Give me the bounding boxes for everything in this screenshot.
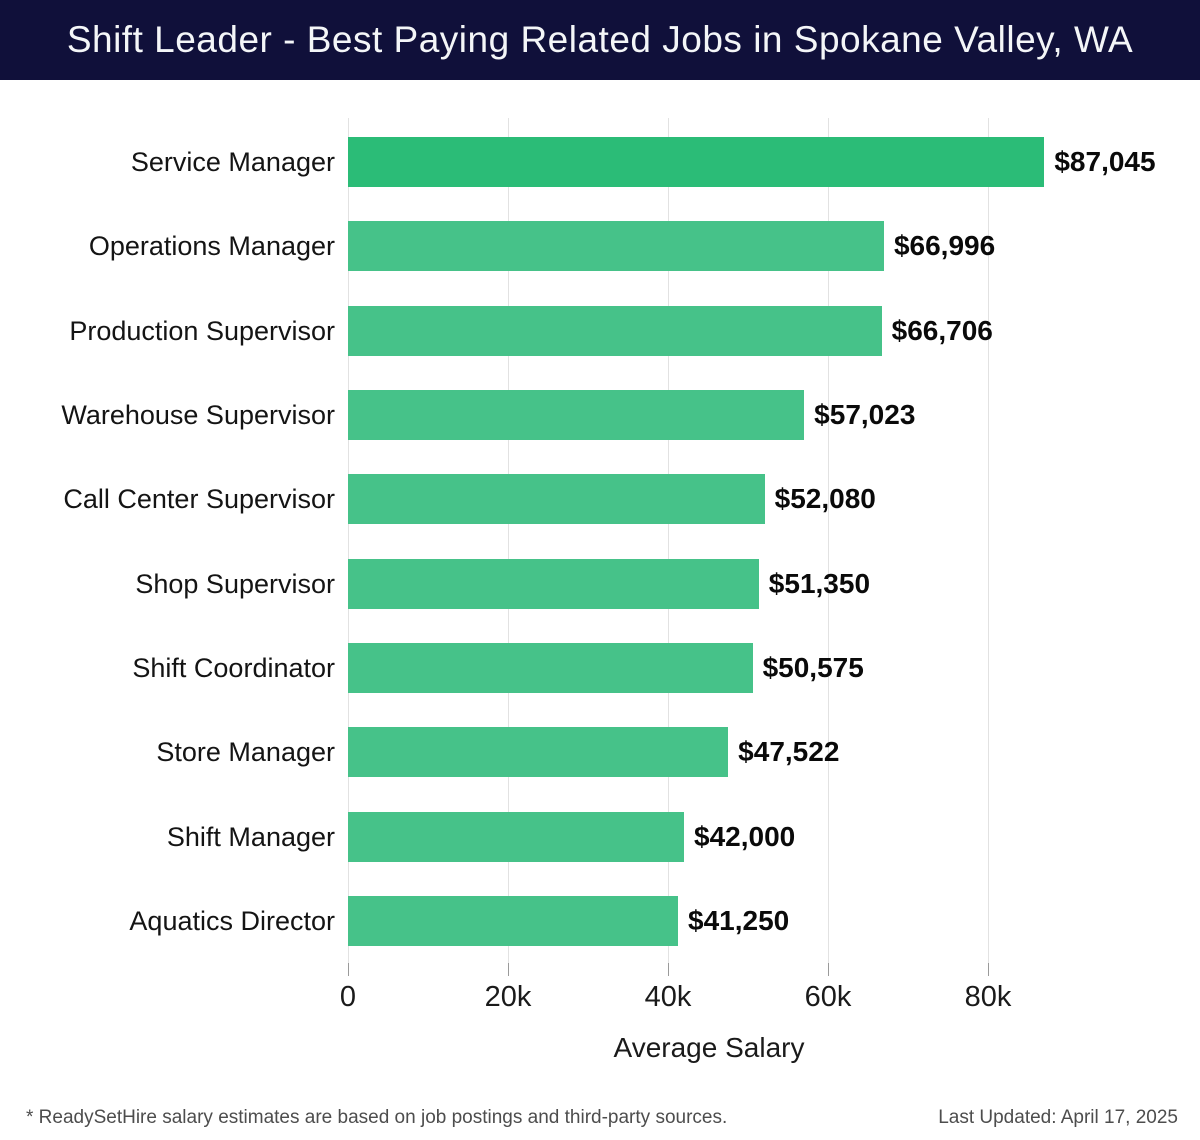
axis-tick: [348, 963, 349, 976]
axis-tick: [828, 963, 829, 976]
bar: [348, 305, 882, 356]
axis-tick-label: 0: [339, 981, 357, 1013]
last-updated: Last Updated: April 17, 2025: [938, 1106, 1178, 1128]
value-label: $42,000: [694, 820, 796, 852]
category-label: Shift Coordinator: [132, 652, 335, 683]
x-axis-title: Average Salary: [613, 1032, 805, 1063]
value-label: $57,023: [814, 398, 916, 430]
category-label: Production Supervisor: [69, 315, 335, 346]
axis-tick-label: 40k: [644, 981, 692, 1013]
bar: [348, 811, 684, 862]
bar: [348, 137, 1045, 187]
axis-tick-label: 20k: [484, 981, 532, 1013]
bar: [348, 895, 678, 946]
bar: [348, 727, 729, 778]
category-label: Shift Manager: [166, 821, 335, 852]
gridline: [988, 118, 989, 963]
value-label: $66,996: [893, 230, 996, 262]
gridline: [348, 118, 349, 963]
category-label: Operations Manager: [88, 231, 335, 262]
value-label: $66,706: [891, 314, 993, 346]
chart-area: Average Salary Service Manager $87,045 Ope…: [0, 80, 1200, 1080]
value-label: $50,575: [762, 651, 864, 683]
footer: * ReadySetHire salary estimates are base…: [0, 1095, 1200, 1140]
gridline: [668, 118, 669, 963]
axis-tick-label: 80k: [964, 981, 1012, 1013]
gridline: [508, 118, 509, 963]
category-label: Shop Supervisor: [135, 568, 335, 599]
category-label: Aquatics Director: [129, 905, 335, 936]
axis-tick: [508, 963, 509, 976]
bar: [348, 389, 805, 440]
source-note: * ReadySetHire salary estimates are base…: [26, 1106, 728, 1128]
axis-tick: [668, 963, 669, 976]
axis-tick: [988, 963, 989, 976]
header-bar: Shift Leader - Best Paying Related Jobs …: [0, 0, 1200, 80]
bar: [348, 642, 753, 693]
bar: [348, 558, 759, 609]
chart-title: Shift Leader - Best Paying Related Jobs …: [66, 19, 1134, 60]
value-label: $52,080: [774, 483, 876, 515]
bar: [348, 221, 884, 272]
value-label: $47,522: [738, 736, 840, 768]
category-label: Store Manager: [156, 737, 335, 768]
bar: [348, 474, 765, 525]
value-label: $51,350: [768, 567, 871, 599]
axis-tick-label: 60k: [804, 981, 852, 1013]
value-label: $87,045: [1054, 146, 1156, 177]
category-label: Call Center Supervisor: [63, 484, 335, 515]
category-label: Warehouse Supervisor: [61, 399, 335, 430]
gridline: [828, 118, 829, 963]
category-label: Service Manager: [130, 147, 335, 177]
value-label: $41,250: [688, 904, 790, 936]
